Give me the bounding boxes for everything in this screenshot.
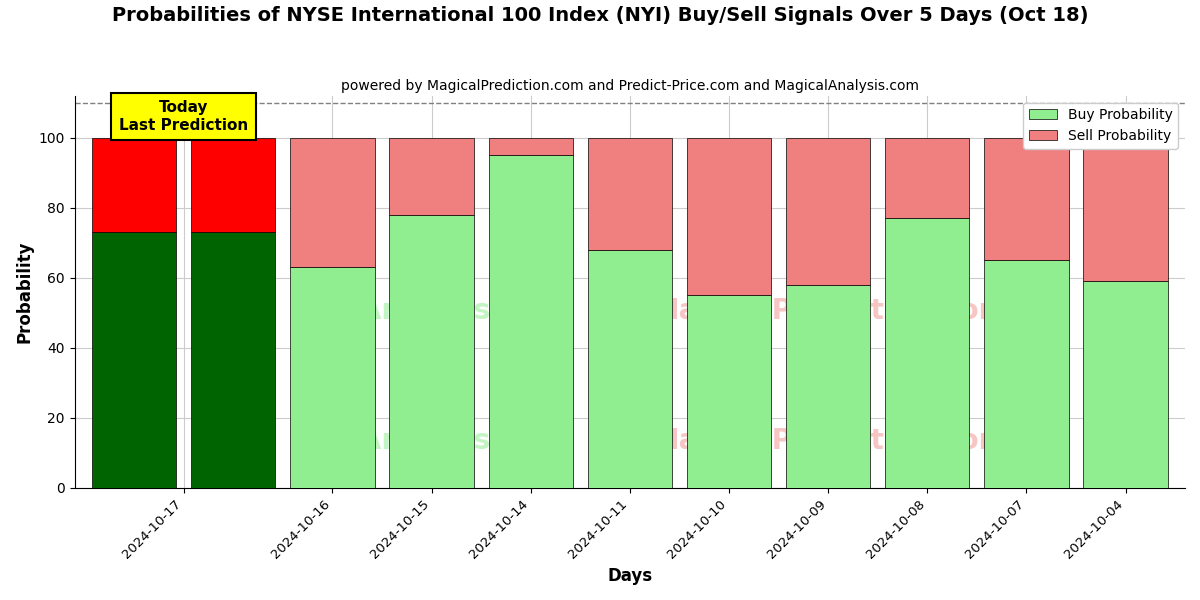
Bar xyxy=(488,137,572,155)
Text: MagicalPrediction.com: MagicalPrediction.com xyxy=(652,427,1008,455)
Bar xyxy=(886,218,970,488)
Text: MagicalPrediction.com: MagicalPrediction.com xyxy=(652,298,1008,325)
Bar xyxy=(290,267,374,488)
Bar xyxy=(92,137,176,232)
Bar xyxy=(786,137,870,285)
Bar xyxy=(686,295,772,488)
Bar xyxy=(390,215,474,488)
Legend: Buy Probability, Sell Probability: Buy Probability, Sell Probability xyxy=(1024,103,1178,149)
Y-axis label: Probability: Probability xyxy=(16,241,34,343)
Bar xyxy=(191,137,276,232)
Bar xyxy=(686,137,772,295)
Bar xyxy=(92,232,176,488)
Bar xyxy=(984,260,1068,488)
Bar xyxy=(786,285,870,488)
X-axis label: Days: Days xyxy=(607,567,653,585)
Text: Today
Last Prediction: Today Last Prediction xyxy=(119,100,248,133)
Bar xyxy=(390,137,474,215)
Text: calAnalysis.com: calAnalysis.com xyxy=(316,298,566,325)
Bar xyxy=(191,232,276,488)
Bar xyxy=(886,137,970,218)
Text: Probabilities of NYSE International 100 Index (NYI) Buy/Sell Signals Over 5 Days: Probabilities of NYSE International 100 … xyxy=(112,6,1088,25)
Bar xyxy=(488,155,572,488)
Bar xyxy=(290,137,374,267)
Bar xyxy=(588,250,672,488)
Bar xyxy=(588,137,672,250)
Bar xyxy=(1084,137,1168,281)
Bar xyxy=(1084,281,1168,488)
Text: calAnalysis.com: calAnalysis.com xyxy=(316,427,566,455)
Title: powered by MagicalPrediction.com and Predict-Price.com and MagicalAnalysis.com: powered by MagicalPrediction.com and Pre… xyxy=(341,79,919,93)
Bar xyxy=(984,137,1068,260)
